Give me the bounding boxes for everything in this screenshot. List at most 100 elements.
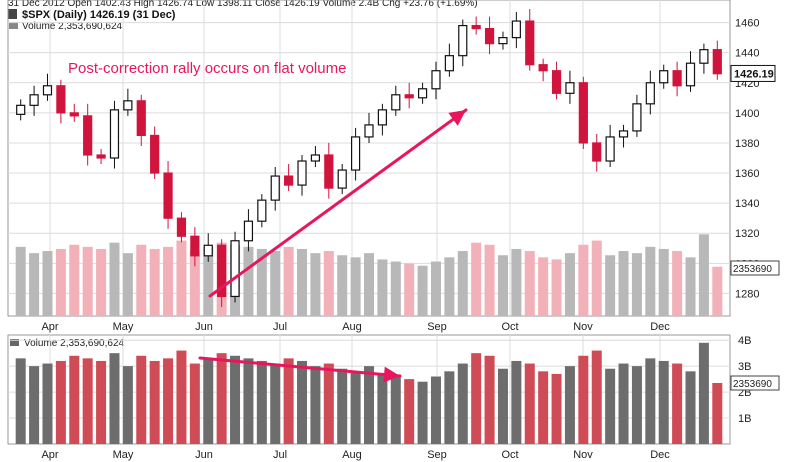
volume-overlay-bar	[417, 265, 428, 316]
volume-bar	[578, 355, 589, 444]
volume-overlay-bar	[310, 253, 321, 316]
volume-bar	[645, 358, 656, 444]
price-tick-label: 1320	[735, 228, 759, 240]
candle-body	[123, 100, 133, 111]
candle-body	[297, 160, 307, 186]
price-tick-label: 1280	[735, 288, 759, 300]
volume-overlay-bar	[15, 246, 26, 316]
volume-overlay-bar	[350, 257, 361, 316]
volume-pane-label: Volume 2,353,690,624	[24, 338, 125, 349]
volume-overlay-bar	[605, 255, 616, 316]
volume-overlay-bar	[82, 246, 93, 316]
price-month-label: Nov	[573, 321, 593, 333]
volume-bar	[216, 353, 227, 444]
volume-bars	[15, 342, 723, 444]
candle-body	[203, 244, 213, 257]
volume-bar	[712, 383, 723, 444]
volume-overlay-bar	[176, 240, 187, 316]
volume-overlay-bar	[524, 251, 535, 316]
last-volume-tag: 2353690 2353690	[730, 260, 780, 391]
volume-overlay-bar	[136, 244, 147, 316]
volume-bar	[69, 355, 80, 444]
price-month-label: May	[113, 321, 134, 333]
candle-body	[16, 104, 26, 115]
volume-bar	[685, 371, 696, 444]
volume-month-label: Jun	[195, 449, 213, 461]
volume-bar	[350, 371, 361, 444]
price-month-label: Apr	[41, 321, 58, 333]
volume-bar	[189, 363, 200, 444]
overlay-volume-box	[730, 260, 780, 276]
volume-bar	[42, 363, 53, 444]
last-volume-label: 2353690	[733, 379, 772, 390]
candle-body	[163, 172, 173, 219]
volume-bar	[457, 363, 468, 444]
volume-bar	[203, 358, 214, 444]
candle-body	[417, 88, 428, 99]
price-tick-label: 1400	[735, 108, 759, 120]
candle-body	[364, 124, 374, 138]
volume-legend-icon	[9, 22, 18, 29]
volume-month-label: Aug	[342, 449, 362, 461]
volume-overlay-bar	[243, 246, 254, 316]
volume-bar	[15, 358, 26, 444]
candle-body	[257, 199, 267, 222]
volume-bar	[283, 358, 294, 444]
candle-body	[96, 154, 106, 159]
candle-body	[377, 109, 387, 126]
candle-body	[324, 154, 334, 189]
candle-body	[217, 244, 227, 298]
candle-body	[351, 136, 361, 171]
volume-bar	[256, 360, 267, 444]
price-x-axis: Apr May Jun Jul Aug Sep Oct Nov Dec	[41, 321, 670, 333]
volume-bar	[471, 353, 482, 444]
candle-body	[685, 62, 696, 87]
volume-overlay-bar	[163, 246, 174, 316]
volume-tick-label: 1B	[738, 413, 751, 425]
price-trend-arrow-shaft	[208, 108, 468, 298]
candle-body	[498, 37, 508, 45]
volume-month-label: May	[113, 449, 134, 461]
volume-month-label: Sep	[427, 449, 447, 461]
volume-bar	[591, 350, 602, 444]
volume-overlay-bar	[471, 242, 482, 316]
candle-body	[337, 169, 347, 189]
candle-body	[284, 175, 294, 186]
volume-overlay-bar	[69, 244, 80, 316]
annotation-arrows	[198, 108, 468, 383]
volume-month-label: Nov	[573, 449, 593, 461]
volume-overlay-bar	[497, 255, 508, 316]
candle-body	[83, 115, 93, 156]
candle-body	[136, 100, 146, 137]
volume-tick-label: 3B	[738, 361, 751, 373]
volume-bar	[136, 355, 147, 444]
volume-bar	[404, 379, 415, 444]
volume-bar	[297, 360, 308, 444]
candle-body	[525, 20, 535, 66]
volume-overlay-bar	[484, 244, 495, 316]
candle-body	[618, 130, 629, 138]
candle-body	[69, 112, 79, 117]
volume-trend-arrow-head	[383, 366, 400, 383]
volume-bar	[658, 360, 669, 444]
volume-bar	[323, 363, 334, 444]
volume-overlay-bar	[404, 263, 415, 316]
volume-bar	[430, 376, 441, 444]
volume-bar	[163, 358, 174, 444]
candle-body	[471, 24, 481, 30]
candle-body	[605, 136, 615, 162]
volume-bar	[243, 358, 254, 444]
volume-overlay-bar	[511, 248, 522, 316]
volume-overlay-bar	[189, 251, 200, 316]
volume-overlay-bar	[551, 259, 562, 316]
volume-month-label: Dec	[650, 449, 670, 461]
volume-overlay-bar	[444, 257, 455, 316]
volume-pane-icon	[10, 339, 19, 346]
volume-overlay-bar	[712, 266, 723, 316]
last-price-label: 1426.19	[734, 68, 774, 80]
volume-bar	[524, 363, 535, 444]
price-month-label: Sep	[427, 321, 447, 333]
volume-bar	[270, 363, 281, 444]
last-price-box	[730, 64, 776, 82]
